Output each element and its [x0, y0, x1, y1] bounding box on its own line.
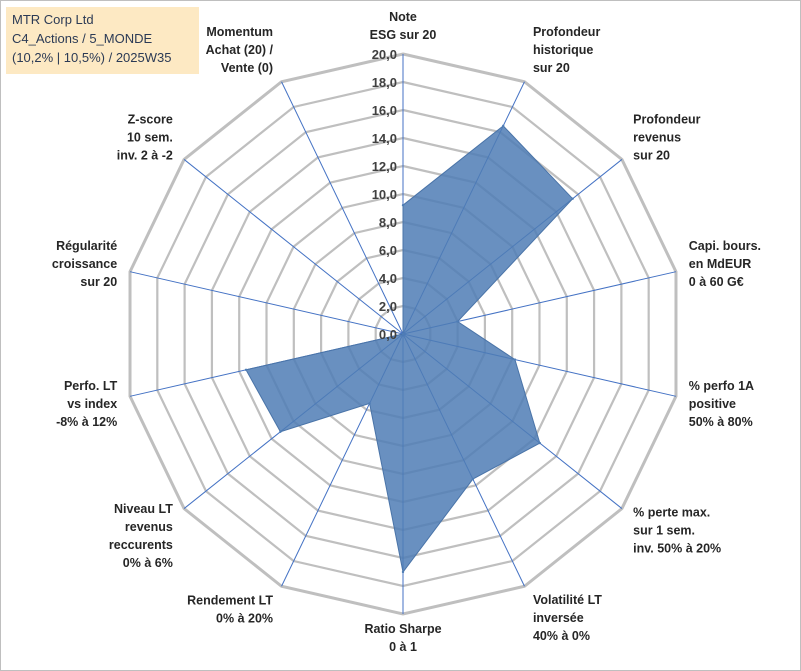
- axis-label-line: Note: [389, 10, 417, 24]
- data-point: [279, 430, 282, 433]
- axis-label-line: -8% à 12%: [56, 415, 117, 429]
- axis-label-line: ESG sur 20: [370, 28, 437, 42]
- tick-label: 0,0: [379, 327, 397, 342]
- axis-label-line: Profondeur: [533, 25, 600, 39]
- data-point: [513, 358, 517, 361]
- info-box: MTR Corp Ltd C4_Actions / 5_MONDE (10,2%…: [6, 7, 199, 74]
- data-point: [502, 124, 505, 128]
- data-point: [456, 320, 459, 323]
- axis-label: Profondeur historique sur 20: [533, 25, 600, 75]
- axis-label-line: 0 à 60 G€: [689, 275, 744, 289]
- axis-label-line: reccurents: [109, 538, 173, 552]
- axis-label-line: Achat (20) /: [206, 43, 274, 57]
- axis-label-line: Rendement LT: [187, 594, 273, 608]
- axis-label-line: 10 sem.: [127, 131, 173, 145]
- tick-label: 14,0: [372, 131, 397, 146]
- axis-label: Rendement LT 0% à 20%: [187, 594, 273, 626]
- data-point: [368, 402, 371, 405]
- tick-label: 20,0: [372, 47, 397, 62]
- axis-label-line: inversée: [533, 611, 584, 625]
- axis-label-line: Capi. bours.: [689, 239, 761, 253]
- data-point: [571, 197, 574, 200]
- tick-label: 6,0: [379, 243, 397, 258]
- axis-label-line: revenus: [633, 131, 681, 145]
- axis-label: Z-score 10 sem. inv. 2 à -2: [117, 113, 173, 163]
- axis-label-line: % perfo 1A: [689, 379, 754, 393]
- axis-label-line: vs index: [67, 397, 117, 411]
- axis-label-line: sur 20: [533, 61, 570, 75]
- axis-label-line: en MdEUR: [689, 257, 752, 271]
- axis-label: Perfo. LT vs index -8% à 12%: [56, 379, 118, 429]
- axis-label-line: Niveau LT: [114, 502, 173, 516]
- axis-label-line: 0% à 6%: [123, 556, 173, 570]
- data-point: [401, 204, 405, 207]
- axis-label-line: Momentum: [206, 25, 273, 39]
- axis-label: Volatilité LT inversée 40% à 0%: [533, 593, 602, 643]
- axis-label: Capi. bours. en MdEUR 0 à 60 G€: [689, 239, 761, 289]
- axis-spoke: [129, 271, 404, 335]
- axis-label-line: 0% à 20%: [216, 612, 273, 626]
- axis-label: Momentum Achat (20) / Vente (0): [206, 25, 274, 75]
- axis-label-line: % perte max.: [633, 505, 710, 519]
- data-point: [401, 570, 405, 574]
- axis-label-line: sur 20: [80, 275, 117, 289]
- tick-label: 8,0: [379, 215, 397, 230]
- axis-label-line: Volatilité LT: [533, 593, 602, 607]
- data-point: [538, 441, 542, 445]
- axis-label: Profondeur revenus sur 20: [633, 113, 700, 163]
- portfolio-category: C4_Actions / 5_MONDE: [12, 31, 153, 46]
- axis-label-line: Régularité: [56, 239, 117, 253]
- tick-label: 12,0: [372, 159, 397, 174]
- tick-label: 18,0: [372, 75, 397, 90]
- axis-label-line: Vente (0): [221, 61, 273, 75]
- axis-label-line: positive: [689, 397, 736, 411]
- tick-label: 2,0: [379, 299, 397, 314]
- axis-label: Niveau LT revenus reccurents 0% à 6%: [109, 502, 173, 570]
- radar-series: [244, 124, 574, 574]
- axis-label-line: revenus: [125, 520, 173, 534]
- data-point: [401, 332, 405, 336]
- axis-label-line: sur 1 sem.: [633, 523, 695, 537]
- axis-label-line: 50% à 80%: [689, 415, 753, 429]
- axis-label-line: croissance: [52, 257, 117, 271]
- company-name: MTR Corp Ltd: [12, 12, 94, 27]
- axis-label: % perte max. sur 1 sem. inv. 50% à 20%: [633, 505, 721, 555]
- axis-label-line: Z-score: [128, 113, 173, 127]
- axis-label-line: Ratio Sharpe: [364, 622, 441, 636]
- tick-label: 10,0: [372, 187, 397, 202]
- axis-spoke: [281, 81, 404, 335]
- axis-label-line: Perfo. LT: [64, 379, 118, 393]
- axis-label: Ratio Sharpe 0 à 1: [364, 622, 441, 654]
- axis-label: Note ESG sur 20: [370, 10, 437, 42]
- axis-label-line: 0 à 1: [389, 640, 417, 654]
- axis-label-line: sur 20: [633, 149, 670, 163]
- axis-label-line: 40% à 0%: [533, 629, 590, 643]
- axis-label-line: Profondeur: [633, 113, 700, 127]
- axis-label-line: historique: [533, 43, 593, 57]
- axis-label: Régularité croissance sur 20: [52, 239, 117, 289]
- radar-axis-labels: Note ESG sur 20 Profondeur historique sur 20…: [52, 10, 761, 654]
- tick-label: 16,0: [372, 103, 397, 118]
- axis-label-line: inv. 2 à -2: [117, 149, 173, 163]
- data-point: [244, 368, 248, 372]
- axis-label-line: inv. 50% à 20%: [633, 541, 721, 555]
- data-point: [471, 477, 475, 481]
- series-area: [245, 125, 574, 574]
- axis-label: % perfo 1A positive 50% à 80%: [689, 379, 754, 429]
- performance-week: (10,2% | 10,5%) / 2025W35: [12, 50, 172, 65]
- axis-spoke: [183, 159, 404, 335]
- radar-tick-labels: 0,0 2,0 4,0 6,0 8,0 10,0 12,0 14,0 16,0 18,0 20,0: [372, 47, 397, 342]
- tick-label: 4,0: [379, 271, 397, 286]
